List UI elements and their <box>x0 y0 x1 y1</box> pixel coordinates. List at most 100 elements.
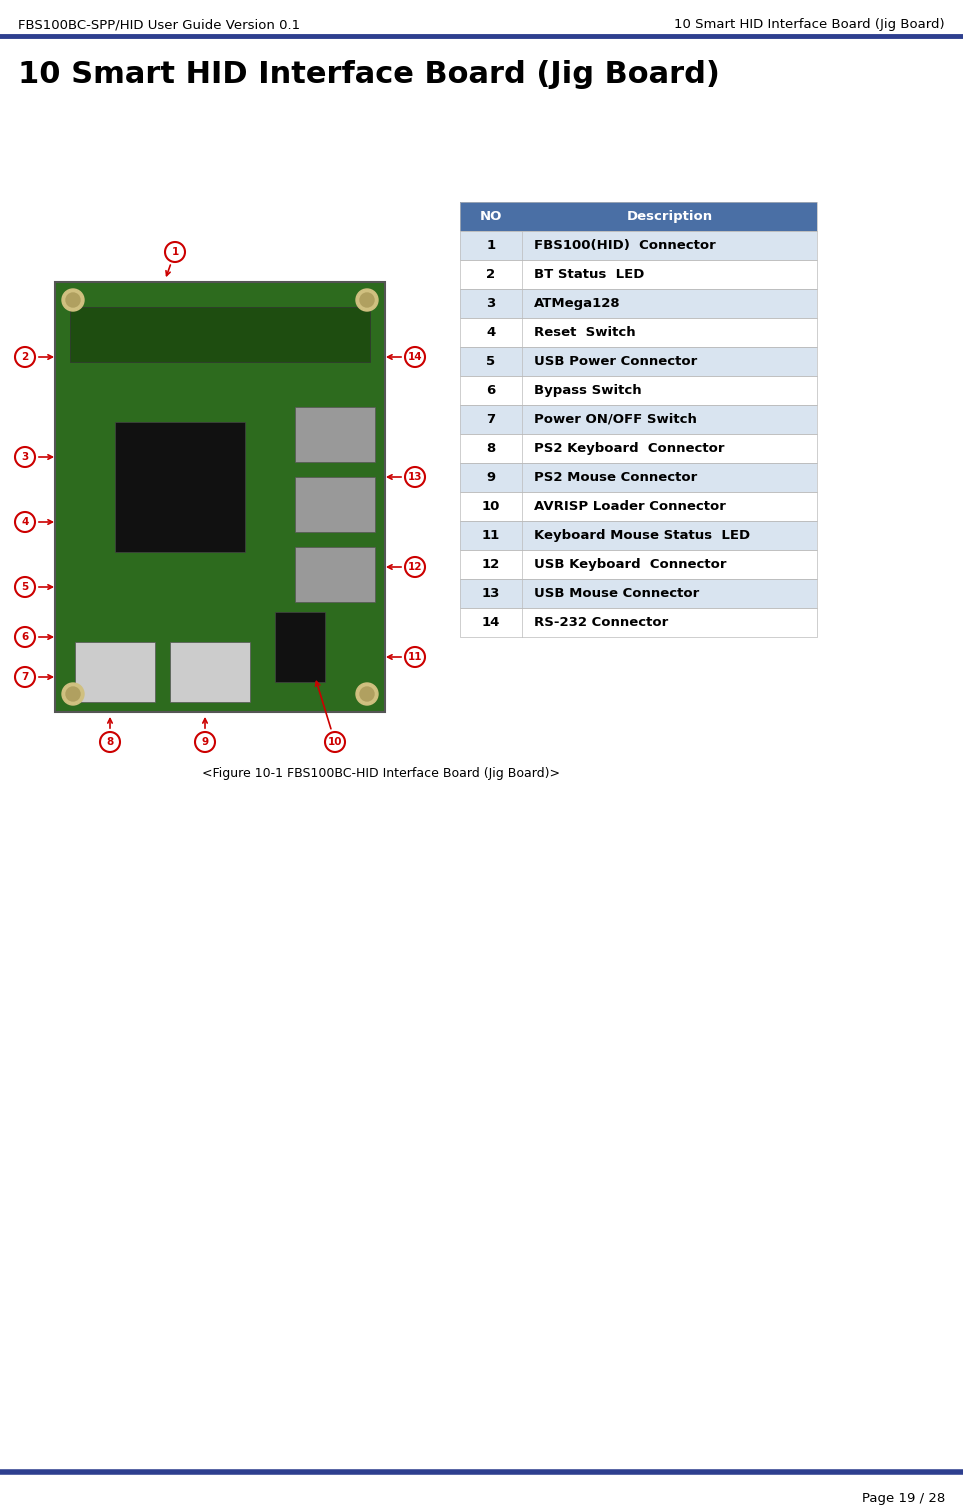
Bar <box>70 307 370 361</box>
Text: 9: 9 <box>201 736 209 747</box>
Bar <box>460 579 817 608</box>
Text: 11: 11 <box>482 529 500 541</box>
Text: 10 Smart HID Interface Board (Jig Board): 10 Smart HID Interface Board (Jig Board) <box>18 60 720 89</box>
Circle shape <box>405 467 425 487</box>
Text: 5: 5 <box>486 355 496 367</box>
Text: Reset  Switch: Reset Switch <box>534 327 636 339</box>
Bar <box>460 434 817 463</box>
Text: 14: 14 <box>407 352 423 361</box>
Bar <box>460 260 817 289</box>
Circle shape <box>66 293 80 307</box>
Circle shape <box>15 513 35 532</box>
Bar <box>460 608 817 637</box>
Circle shape <box>100 732 120 751</box>
Text: BT Status  LED: BT Status LED <box>534 268 644 281</box>
Circle shape <box>165 242 185 262</box>
Circle shape <box>405 556 425 578</box>
Bar <box>115 422 245 552</box>
Text: Keyboard Mouse Status  LED: Keyboard Mouse Status LED <box>534 529 750 541</box>
Bar <box>295 547 375 602</box>
Text: USB Mouse Connector: USB Mouse Connector <box>534 587 699 600</box>
Circle shape <box>195 732 215 751</box>
Text: 6: 6 <box>21 632 29 643</box>
Bar <box>460 260 817 289</box>
Text: RS-232 Connector: RS-232 Connector <box>534 615 668 629</box>
Circle shape <box>62 289 84 311</box>
Text: 10 Smart HID Interface Board (Jig Board): 10 Smart HID Interface Board (Jig Board) <box>674 18 945 32</box>
Bar <box>460 550 817 579</box>
Bar <box>295 407 375 463</box>
Text: 9: 9 <box>486 472 496 484</box>
Bar <box>460 289 817 318</box>
Text: Page 19 / 28: Page 19 / 28 <box>862 1492 945 1504</box>
Bar <box>460 376 817 405</box>
Circle shape <box>405 647 425 667</box>
Bar <box>55 283 385 712</box>
Text: 10: 10 <box>327 736 342 747</box>
Text: 4: 4 <box>486 327 496 339</box>
Text: 4: 4 <box>21 517 29 528</box>
Bar <box>460 491 817 522</box>
Text: 3: 3 <box>486 296 496 310</box>
Text: 8: 8 <box>106 736 114 747</box>
Bar <box>460 318 817 346</box>
Text: PS2 Keyboard  Connector: PS2 Keyboard Connector <box>534 442 724 455</box>
Bar <box>460 405 817 434</box>
Text: 7: 7 <box>486 413 496 426</box>
Circle shape <box>15 448 35 467</box>
Circle shape <box>15 667 35 686</box>
Circle shape <box>15 346 35 367</box>
Text: 5: 5 <box>21 582 29 593</box>
Bar <box>460 463 817 491</box>
Bar <box>460 346 817 376</box>
Bar <box>170 643 250 702</box>
Text: USB Power Connector: USB Power Connector <box>534 355 697 367</box>
Text: 2: 2 <box>21 352 29 361</box>
Text: Bypass Switch: Bypass Switch <box>534 384 641 398</box>
Bar <box>460 522 817 550</box>
Bar <box>460 550 817 579</box>
Text: Power ON/OFF Switch: Power ON/OFF Switch <box>534 413 697 426</box>
Circle shape <box>356 683 378 705</box>
Text: USB Keyboard  Connector: USB Keyboard Connector <box>534 558 726 572</box>
Bar <box>460 463 817 491</box>
Bar <box>460 231 817 260</box>
Bar <box>75 643 155 702</box>
Text: 12: 12 <box>407 562 422 572</box>
Text: <Figure 10-1 FBS100BC-HID Interface Board (Jig Board)>: <Figure 10-1 FBS100BC-HID Interface Boar… <box>202 767 560 780</box>
Bar <box>460 434 817 463</box>
Circle shape <box>66 686 80 702</box>
Text: 13: 13 <box>482 587 500 600</box>
Bar <box>460 579 817 608</box>
Text: 8: 8 <box>486 442 496 455</box>
Bar <box>460 522 817 550</box>
Text: 1: 1 <box>171 246 178 257</box>
Bar <box>460 203 817 231</box>
Text: Description: Description <box>627 210 713 222</box>
Text: 2: 2 <box>486 268 496 281</box>
Bar <box>460 203 817 231</box>
Bar <box>295 476 375 532</box>
Text: 7: 7 <box>21 671 29 682</box>
Text: 10: 10 <box>482 500 500 513</box>
Circle shape <box>325 732 345 751</box>
Text: 3: 3 <box>21 452 29 463</box>
Text: AVRISP Loader Connector: AVRISP Loader Connector <box>534 500 726 513</box>
Text: 6: 6 <box>486 384 496 398</box>
Bar <box>460 491 817 522</box>
Text: NO: NO <box>480 210 502 222</box>
Bar <box>460 608 817 637</box>
Circle shape <box>360 293 374 307</box>
Bar <box>460 346 817 376</box>
Bar <box>460 318 817 346</box>
Text: ATMega128: ATMega128 <box>534 296 620 310</box>
Bar <box>460 376 817 405</box>
Circle shape <box>405 346 425 367</box>
Bar <box>460 289 817 318</box>
Bar <box>460 231 817 260</box>
Text: 13: 13 <box>407 472 422 482</box>
Text: FBS100BC-SPP/HID User Guide Version 0.1: FBS100BC-SPP/HID User Guide Version 0.1 <box>18 18 300 32</box>
Text: FBS100(HID)  Connector: FBS100(HID) Connector <box>534 239 716 253</box>
Bar <box>460 405 817 434</box>
Text: 12: 12 <box>482 558 500 572</box>
